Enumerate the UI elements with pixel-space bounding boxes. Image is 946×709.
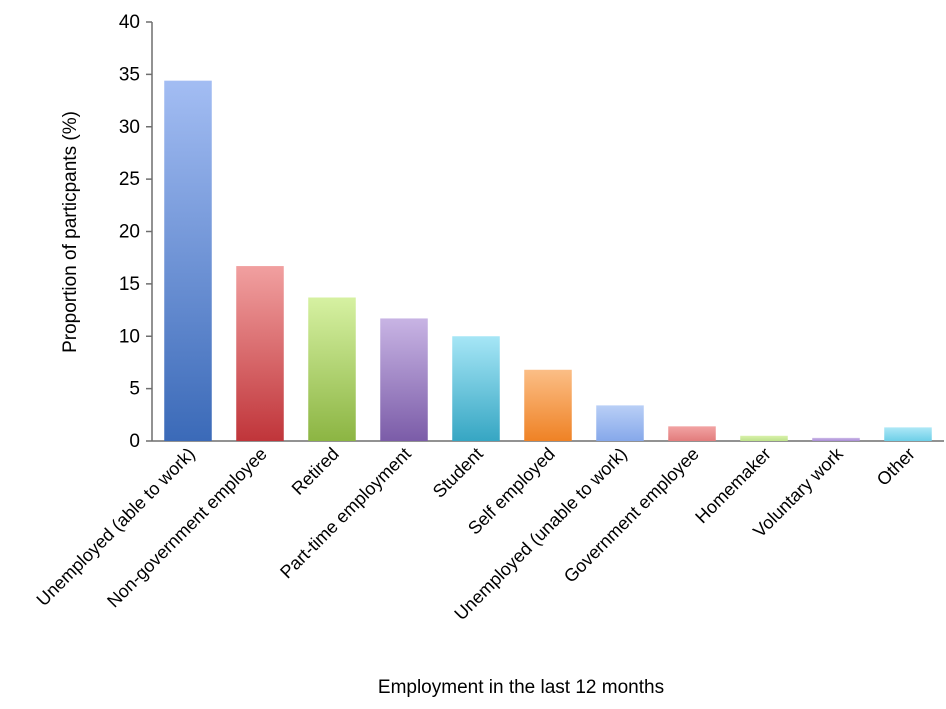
y-tick-label: 15	[119, 274, 140, 295]
x-axis-tick-labels: Unemployed (able to work)Non-government …	[33, 443, 919, 624]
y-tick-label: 20	[119, 222, 140, 243]
x-tick-label: Other	[873, 444, 919, 490]
bars	[164, 80, 932, 441]
bar-11	[884, 427, 932, 441]
bar-2	[236, 266, 284, 441]
bar-9	[740, 435, 788, 441]
bar-5	[452, 336, 500, 441]
y-tick-label: 0	[129, 431, 140, 452]
y-axis-ticks: 0 5 10 15 20 25 30 35 40	[119, 12, 152, 452]
bar-10	[812, 437, 860, 441]
bar-8	[668, 426, 716, 441]
bar-6	[524, 369, 572, 441]
bar-1	[164, 80, 212, 441]
x-tick-label: Part-time employment	[276, 444, 415, 583]
x-tick-label: Student	[429, 444, 487, 502]
bar-4	[380, 318, 428, 441]
bar-7	[596, 405, 644, 441]
y-tick-label: 35	[119, 64, 140, 85]
x-axis-title: Employment in the last 12 months	[378, 677, 664, 698]
y-tick-label: 30	[119, 117, 140, 138]
y-tick-label: 10	[119, 326, 140, 347]
y-axis-title: Proportion of particpants (%)	[60, 111, 81, 353]
y-tick-label: 25	[119, 169, 140, 190]
y-tick-label: 40	[119, 12, 140, 33]
y-tick-label: 5	[129, 379, 140, 400]
x-tick-label: Retired	[288, 444, 343, 499]
x-tick-label: Government employee	[560, 444, 703, 587]
bar-3	[308, 297, 356, 441]
